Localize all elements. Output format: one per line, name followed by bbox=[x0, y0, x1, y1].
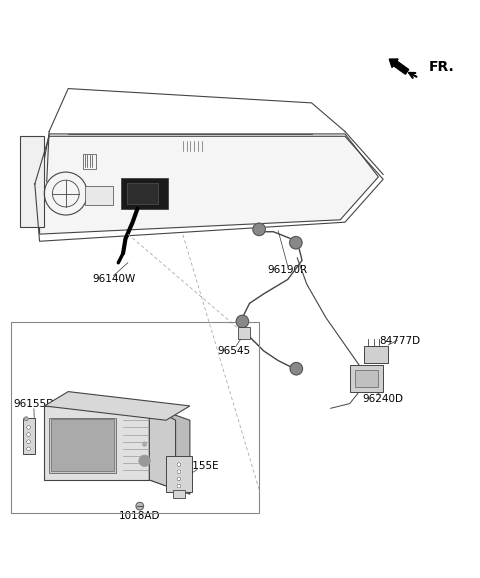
Text: 96155E: 96155E bbox=[180, 461, 219, 470]
Circle shape bbox=[253, 223, 265, 236]
Circle shape bbox=[27, 447, 31, 451]
Bar bbox=[364, 346, 388, 363]
Bar bbox=[11, 323, 259, 513]
Bar bbox=[23, 418, 35, 454]
Polygon shape bbox=[39, 134, 378, 234]
Bar bbox=[350, 365, 383, 392]
Bar bbox=[50, 419, 115, 471]
Circle shape bbox=[27, 433, 31, 436]
Circle shape bbox=[290, 362, 302, 375]
Bar bbox=[173, 490, 185, 498]
Polygon shape bbox=[149, 406, 176, 490]
Bar bbox=[127, 183, 158, 204]
FancyArrow shape bbox=[389, 59, 408, 74]
Circle shape bbox=[289, 236, 302, 249]
Circle shape bbox=[177, 484, 181, 488]
Text: 1018AD: 1018AD bbox=[119, 511, 160, 521]
Bar bbox=[49, 418, 116, 473]
Circle shape bbox=[236, 315, 249, 328]
Circle shape bbox=[142, 442, 147, 446]
Text: 84777D: 84777D bbox=[379, 336, 420, 346]
Bar bbox=[44, 406, 149, 480]
Text: 96240D: 96240D bbox=[363, 394, 404, 404]
Text: 96155D: 96155D bbox=[13, 399, 54, 409]
Text: 96140W: 96140W bbox=[92, 275, 135, 284]
Bar bbox=[238, 327, 250, 339]
Polygon shape bbox=[149, 406, 190, 494]
Text: 96545: 96545 bbox=[218, 346, 251, 356]
Bar bbox=[120, 178, 168, 209]
Circle shape bbox=[177, 463, 181, 466]
Circle shape bbox=[24, 417, 28, 421]
Circle shape bbox=[27, 425, 31, 429]
Bar bbox=[166, 456, 192, 492]
Bar bbox=[355, 370, 378, 387]
Circle shape bbox=[177, 477, 181, 481]
Circle shape bbox=[27, 440, 31, 444]
Polygon shape bbox=[21, 136, 44, 227]
Circle shape bbox=[177, 470, 181, 474]
Polygon shape bbox=[44, 392, 190, 420]
Text: 96190R: 96190R bbox=[268, 265, 308, 275]
Text: FR.: FR. bbox=[429, 60, 454, 73]
Bar bbox=[85, 186, 113, 206]
Circle shape bbox=[136, 502, 144, 510]
Bar bbox=[83, 154, 96, 169]
Circle shape bbox=[139, 455, 150, 466]
